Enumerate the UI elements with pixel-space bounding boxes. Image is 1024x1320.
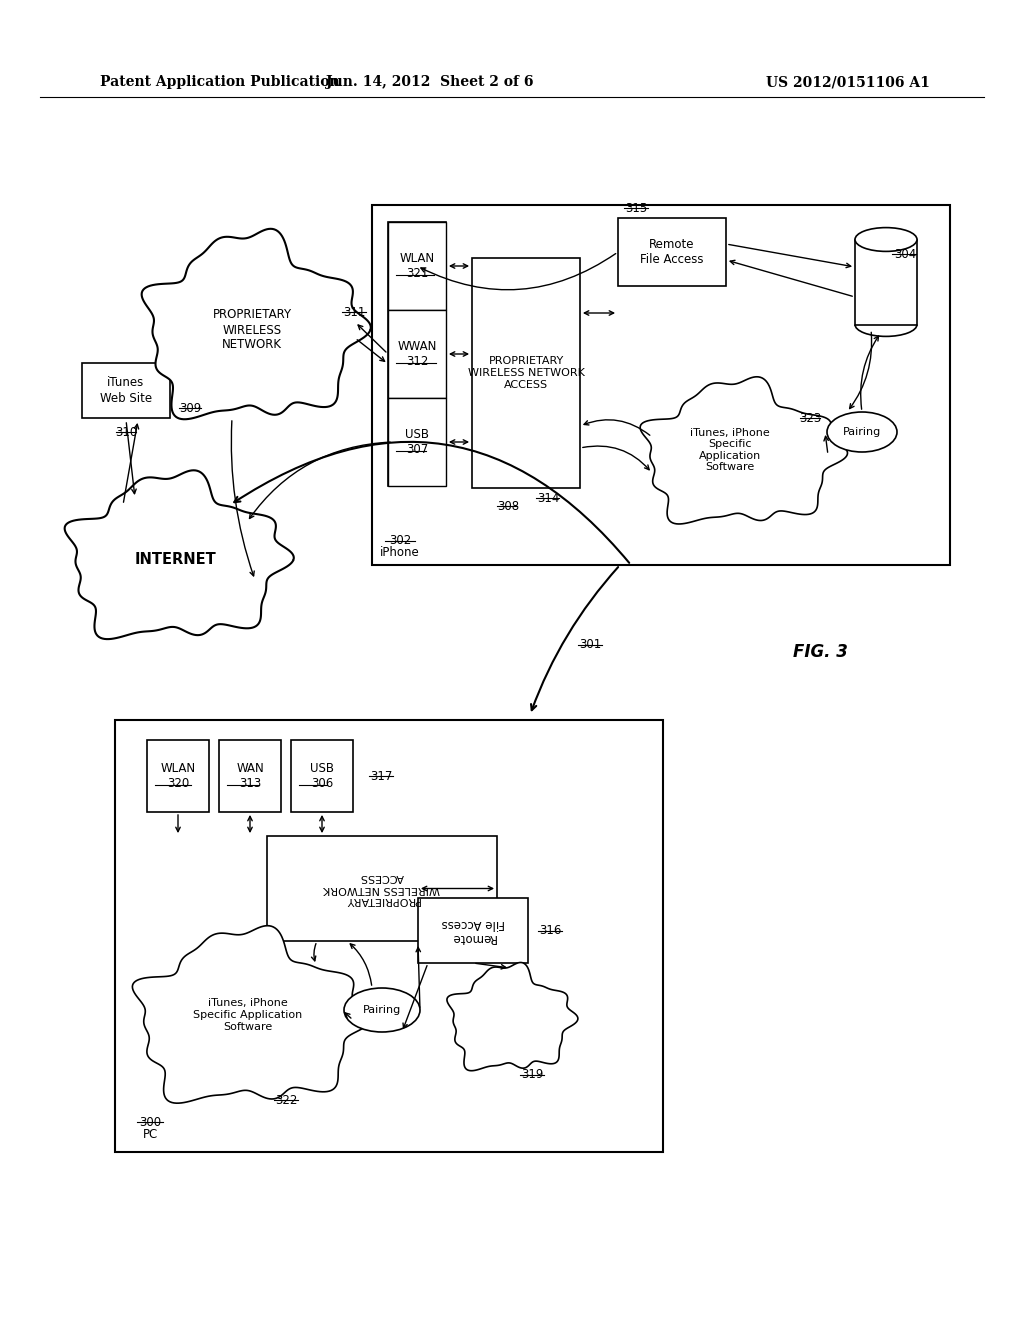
Text: WLAN
321: WLAN 321 bbox=[399, 252, 434, 280]
Bar bbox=[219, 741, 281, 812]
Text: US 2012/0151106 A1: US 2012/0151106 A1 bbox=[766, 75, 930, 88]
Text: USB
307: USB 307 bbox=[406, 428, 429, 455]
Text: Remote
File Access: Remote File Access bbox=[441, 916, 505, 945]
Text: 309: 309 bbox=[179, 401, 201, 414]
Text: WAN
313: WAN 313 bbox=[237, 762, 264, 789]
Text: Pairing: Pairing bbox=[843, 426, 881, 437]
Text: 319: 319 bbox=[521, 1068, 543, 1081]
Text: 314: 314 bbox=[537, 491, 559, 504]
Text: iTunes
Web Site: iTunes Web Site bbox=[100, 376, 152, 404]
Bar bbox=[618, 218, 726, 286]
Bar bbox=[82, 363, 170, 418]
Text: WLAN
320: WLAN 320 bbox=[161, 762, 196, 789]
Ellipse shape bbox=[855, 227, 918, 251]
Bar bbox=[372, 205, 950, 565]
Bar bbox=[472, 257, 580, 488]
Text: iPhone: iPhone bbox=[380, 546, 420, 560]
Bar bbox=[855, 239, 918, 325]
Text: 301: 301 bbox=[579, 639, 601, 652]
Polygon shape bbox=[640, 376, 848, 524]
Polygon shape bbox=[132, 925, 373, 1104]
Bar bbox=[388, 222, 446, 310]
Text: Patent Application Publication: Patent Application Publication bbox=[100, 75, 340, 88]
Text: 308: 308 bbox=[497, 499, 519, 512]
Text: PROPRIETARY
WIRELESS
NETWORK: PROPRIETARY WIRELESS NETWORK bbox=[212, 309, 292, 351]
Bar bbox=[147, 741, 209, 812]
Text: 304: 304 bbox=[894, 248, 916, 260]
Text: FIG. 3: FIG. 3 bbox=[793, 643, 848, 661]
Text: 315: 315 bbox=[625, 202, 647, 214]
Text: 316: 316 bbox=[539, 924, 561, 937]
Text: PROPRIETARY
WIRELESS NETWORK
ACCESS: PROPRIETARY WIRELESS NETWORK ACCESS bbox=[468, 356, 585, 389]
Bar bbox=[418, 898, 528, 964]
Text: 300: 300 bbox=[139, 1115, 161, 1129]
Text: 310: 310 bbox=[115, 425, 137, 438]
Text: 311: 311 bbox=[343, 305, 366, 318]
Text: 323: 323 bbox=[799, 412, 821, 425]
Ellipse shape bbox=[344, 987, 420, 1032]
Polygon shape bbox=[446, 962, 578, 1071]
Text: iTunes, iPhone
Specific Application
Software: iTunes, iPhone Specific Application Soft… bbox=[194, 998, 303, 1032]
Polygon shape bbox=[141, 228, 371, 420]
Text: 302: 302 bbox=[389, 535, 411, 548]
Ellipse shape bbox=[827, 412, 897, 451]
Text: WWAN
312: WWAN 312 bbox=[397, 341, 436, 368]
Text: PC: PC bbox=[142, 1127, 158, 1140]
Text: PROPRIETARY
WIRELESS NETWORK
ACCESS: PROPRIETARY WIRELESS NETWORK ACCESS bbox=[324, 873, 440, 906]
Bar bbox=[388, 222, 446, 486]
Bar bbox=[115, 719, 663, 1152]
Bar bbox=[291, 741, 353, 812]
Bar bbox=[267, 836, 497, 941]
Bar bbox=[388, 399, 446, 486]
Text: USB
306: USB 306 bbox=[310, 762, 334, 789]
Text: 317: 317 bbox=[370, 770, 392, 783]
Text: Pairing: Pairing bbox=[362, 1005, 401, 1015]
Text: INTERNET: INTERNET bbox=[134, 553, 216, 568]
Text: iTunes, iPhone
Specific
Application
Software: iTunes, iPhone Specific Application Soft… bbox=[690, 428, 770, 473]
Text: 322: 322 bbox=[274, 1093, 297, 1106]
Text: Remote
File Access: Remote File Access bbox=[640, 238, 703, 267]
Bar bbox=[388, 310, 446, 399]
Polygon shape bbox=[65, 470, 294, 639]
Text: Jun. 14, 2012  Sheet 2 of 6: Jun. 14, 2012 Sheet 2 of 6 bbox=[327, 75, 534, 88]
